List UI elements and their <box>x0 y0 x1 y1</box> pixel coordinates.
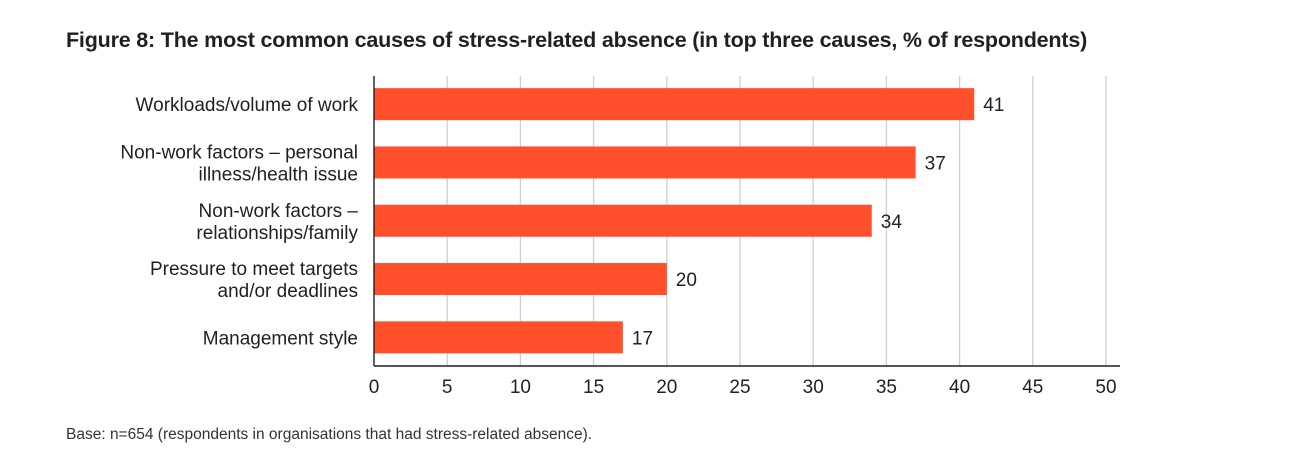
category-label: illness/health issue <box>199 164 358 185</box>
bars <box>374 88 975 354</box>
category-label: and/or deadlines <box>218 281 359 302</box>
category-label: Workloads/volume of work <box>136 95 359 116</box>
bar <box>374 263 667 296</box>
footnote: Base: n=654 (respondents in organisation… <box>66 426 593 443</box>
value-label: 34 <box>881 212 903 233</box>
x-tick-label: 30 <box>803 377 824 398</box>
x-tick-label: 20 <box>656 377 677 398</box>
x-tick-label: 15 <box>583 377 604 398</box>
category-label: relationships/family <box>196 223 358 244</box>
x-tick-label: 45 <box>1022 377 1043 398</box>
value-label: 20 <box>676 270 697 291</box>
x-tick-label: 5 <box>442 377 453 398</box>
x-tick-label: 50 <box>1095 377 1116 398</box>
chart-title: Figure 8: The most common causes of stre… <box>66 28 1088 52</box>
labels: 0 5 10 15 20 25 30 35 40 45 50 41 Workloads/volume o… <box>120 95 1116 398</box>
x-tick-label: 40 <box>949 377 970 398</box>
x-tick-label: 10 <box>510 377 531 398</box>
bar <box>374 88 975 121</box>
x-tick-label: 0 <box>369 377 380 398</box>
category-label: Pressure to meet targets <box>150 259 358 280</box>
x-tick-label: 35 <box>876 377 897 398</box>
category-label: Management style <box>203 328 358 349</box>
x-tick-label: 25 <box>729 377 750 398</box>
bar <box>374 204 872 237</box>
axes <box>373 76 1120 367</box>
value-label: 37 <box>925 153 946 174</box>
category-label: Non-work factors – <box>199 201 359 222</box>
value-label: 17 <box>632 328 653 349</box>
bar <box>374 146 916 179</box>
category-label: Non-work factors – personal <box>120 142 358 163</box>
value-label: 41 <box>983 95 1004 116</box>
bar <box>374 321 623 354</box>
